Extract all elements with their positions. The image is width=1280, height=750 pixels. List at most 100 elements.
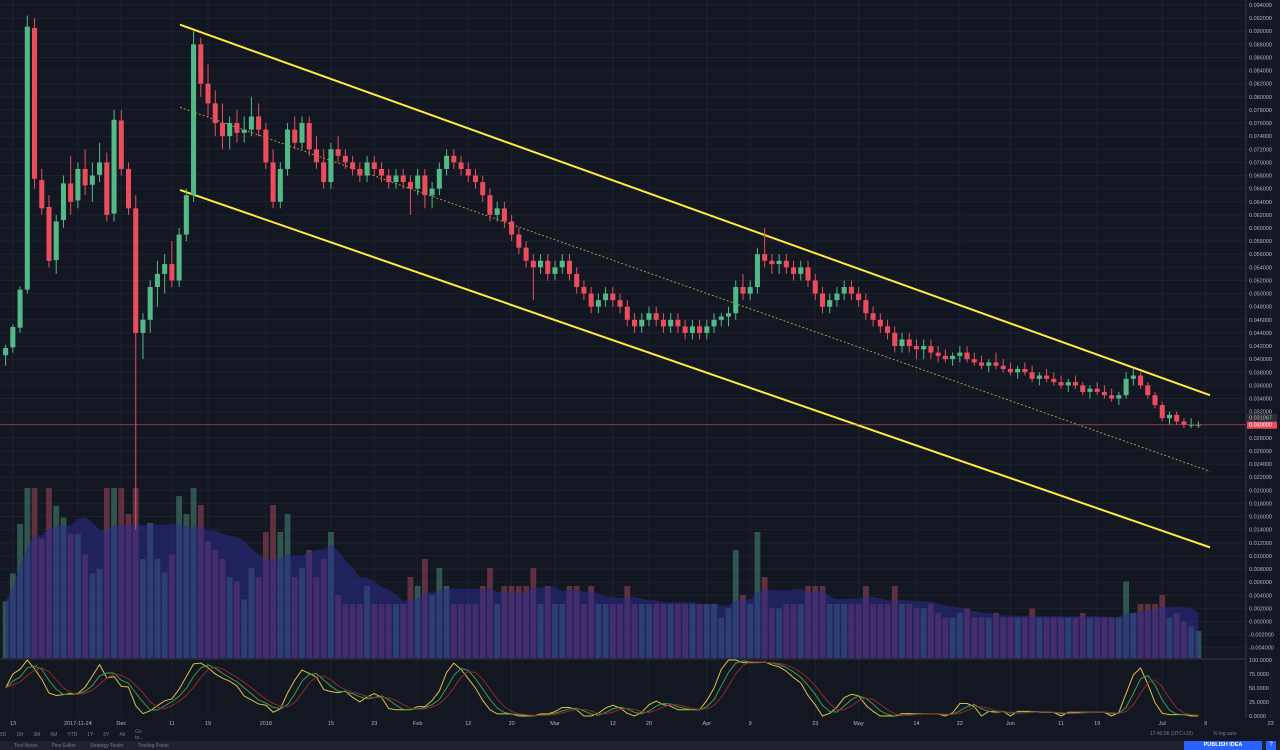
price-tick-label: 0.032000 — [1249, 410, 1272, 416]
price-tick-label: 0.086000 — [1249, 55, 1272, 61]
oscillator-tick-label: 25.0000 — [1249, 700, 1269, 706]
price-tick-label: 0.060000 — [1249, 226, 1272, 232]
candle-body — [104, 162, 110, 215]
range-button[interactable]: All — [119, 731, 126, 738]
time-tick-label: 23 — [812, 721, 818, 727]
candle-body — [581, 287, 587, 294]
candle-body — [552, 267, 558, 274]
price-tick-label: 0.064000 — [1249, 200, 1272, 206]
candle-body — [1087, 388, 1093, 392]
candle-body — [227, 123, 233, 137]
candle-body — [993, 362, 999, 366]
price-tick-label: 0.042000 — [1249, 344, 1272, 350]
candle-body — [451, 155, 457, 163]
candle-body — [762, 254, 768, 261]
time-tick-label: May — [853, 721, 864, 727]
candle-body — [270, 162, 276, 202]
candle-body — [1000, 365, 1006, 369]
candle-body — [205, 83, 211, 104]
candle-body — [321, 162, 327, 183]
candle-body — [68, 183, 74, 202]
candle-body — [856, 293, 862, 301]
oscillator-tick-label: 0.0000 — [1249, 714, 1266, 720]
range-button[interactable]: YTD — [67, 731, 78, 738]
channel-lower-line[interactable] — [179, 189, 1211, 549]
publish-idea-button[interactable]: PUBLISH IDEA — [1184, 741, 1262, 750]
candle-body — [60, 183, 66, 221]
time-tick-label: 19 — [1094, 721, 1100, 727]
price-axis[interactable]: 0.094000 0.092000 0.090000 0.088000 0.086000… — [1245, 0, 1277, 718]
candle-body — [313, 149, 319, 163]
candle-body — [711, 319, 717, 327]
oscillator-tick-label: 75.0000 — [1249, 672, 1269, 678]
price-tick-label: 0.088000 — [1249, 42, 1272, 48]
candle-body — [632, 319, 638, 327]
candle-body — [885, 326, 891, 333]
crosshair-price-badge — [1247, 413, 1277, 422]
oscillator-tick-label: 100.0000 — [1249, 658, 1272, 664]
range-button[interactable]: 1M — [16, 731, 24, 738]
last-price-badge — [1247, 420, 1277, 429]
bottom-tab[interactable]: Text Notes — [14, 742, 38, 749]
candle-body — [140, 319, 146, 333]
price-tick-label: 0.006000 — [1249, 580, 1272, 586]
price-tick-label: 0.082000 — [1249, 82, 1272, 88]
candle-body — [3, 348, 9, 356]
candle-body — [733, 287, 739, 314]
help-button[interactable]: ? — [1266, 741, 1276, 750]
candle-body — [812, 280, 818, 294]
candle-body — [256, 116, 262, 130]
candle-body — [538, 260, 544, 268]
goto-button[interactable]: Go to... — [135, 728, 144, 741]
price-tick-label: 0.020000 — [1249, 488, 1272, 494]
price-tick-label: 0.062000 — [1249, 213, 1272, 219]
trend-channel[interactable] — [179, 23, 1211, 549]
candle-body — [277, 168, 283, 202]
bottom-tab[interactable]: Strategy Tester — [90, 742, 124, 749]
time-tick-label: 20 — [509, 721, 515, 727]
price-tick-label: 0.094000 — [1249, 3, 1272, 9]
range-button[interactable]: 5Y — [103, 731, 110, 738]
time-axis[interactable]: 13 2017-11-24 Dec 11 19 2018 15 23 Feb 12 20 Mar 12 2… — [10, 721, 1280, 727]
price-tick-label: 0.050000 — [1249, 292, 1272, 298]
candle-body — [595, 300, 601, 307]
channel-upper-line[interactable] — [179, 23, 1211, 397]
candle-body — [176, 234, 182, 281]
candle-body — [559, 260, 565, 268]
candle-body — [444, 155, 450, 169]
candle-body — [285, 129, 291, 169]
candle-body — [1138, 375, 1144, 386]
candle-body — [191, 44, 197, 196]
candle-body — [697, 326, 703, 333]
candle-body — [776, 260, 782, 265]
candle-body — [646, 313, 652, 320]
range-button[interactable]: 1Y — [87, 731, 94, 738]
volume-ma-area — [5, 517, 1199, 658]
candle-body — [1044, 375, 1050, 379]
range-button[interactable]: 3M — [33, 731, 41, 738]
candle-body — [928, 346, 934, 353]
price-tick-label: 0.002000 — [1249, 606, 1272, 612]
bottom-tab[interactable]: Pine Editor — [51, 742, 77, 749]
price-tick-label: 0.076000 — [1249, 121, 1272, 127]
candle-body — [1123, 378, 1129, 396]
candle-body — [978, 362, 985, 366]
range-button[interactable]: 5D — [0, 731, 7, 738]
candle-body — [769, 260, 775, 265]
time-tick-label: 9 — [1204, 721, 1207, 727]
candle-body — [386, 175, 392, 183]
candle-body — [429, 188, 435, 196]
candle-body — [364, 162, 370, 176]
time-tick-label: 11 — [1058, 721, 1064, 727]
candle-body — [689, 326, 695, 333]
candle-body — [610, 293, 616, 301]
price-tick-label: 0.066000 — [1249, 187, 1272, 193]
price-tick-label: 0.026000 — [1249, 449, 1272, 455]
candle-body — [950, 355, 956, 360]
range-button[interactable]: 6M — [50, 731, 58, 738]
price-tick-label: 0.036000 — [1249, 383, 1272, 389]
time-tick-label: Mar — [550, 721, 560, 727]
candle-body — [458, 162, 464, 169]
bottom-tab[interactable]: Trading Panel — [137, 742, 169, 749]
